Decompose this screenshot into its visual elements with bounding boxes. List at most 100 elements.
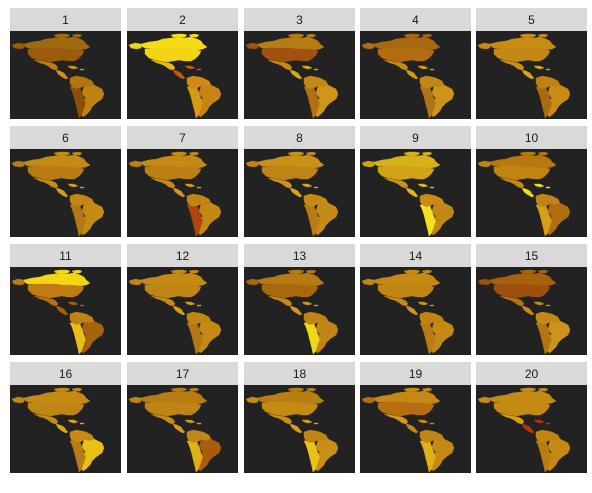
region-alaska xyxy=(129,397,141,403)
region-caribbean xyxy=(302,420,318,424)
region-caribbean xyxy=(534,184,550,188)
region-alaska xyxy=(246,397,258,403)
region-caribbean xyxy=(185,66,201,70)
region-arctic xyxy=(520,34,548,37)
region-central xyxy=(173,188,185,197)
panel-label: 17 xyxy=(127,362,238,385)
americas-map xyxy=(476,31,587,119)
map-plot-area xyxy=(127,149,238,237)
map-plot-area xyxy=(360,267,471,355)
region-arctic xyxy=(171,388,199,391)
map-plot-area xyxy=(127,385,238,473)
map-panel: 6 xyxy=(10,126,121,237)
region-central xyxy=(406,70,418,79)
americas-map xyxy=(10,31,121,119)
region-alaska xyxy=(12,43,24,49)
region-central xyxy=(290,70,302,79)
region-arctic xyxy=(520,388,548,391)
region-caribbean xyxy=(68,66,84,70)
map-plot-area xyxy=(244,149,355,237)
region-central xyxy=(522,70,534,79)
map-plot-area xyxy=(10,267,121,355)
americas-map xyxy=(476,267,587,355)
region-canada xyxy=(258,273,324,286)
map-panel: 14 xyxy=(360,244,471,355)
region-usa xyxy=(145,402,201,416)
map-plot-area xyxy=(10,31,121,119)
map-panel: 2 xyxy=(127,8,238,119)
region-caribbean xyxy=(418,184,434,188)
map-panel: 3 xyxy=(244,8,355,119)
region-alaska xyxy=(12,397,24,403)
region-usa xyxy=(262,48,318,62)
map-plot-area xyxy=(476,385,587,473)
region-caribbean xyxy=(418,420,434,424)
region-canada xyxy=(141,273,207,286)
map-panel: 20 xyxy=(476,362,587,473)
region-arctic xyxy=(54,34,82,37)
region-usa xyxy=(145,284,201,298)
americas-map xyxy=(476,385,587,473)
region-alaska xyxy=(362,279,374,285)
region-arctic xyxy=(520,270,548,273)
region-caribbean xyxy=(68,420,84,424)
panel-label: 11 xyxy=(10,244,121,267)
region-usa xyxy=(494,284,550,298)
region-caribbean xyxy=(302,66,318,70)
region-canada xyxy=(24,155,90,168)
map-plot-area xyxy=(10,385,121,473)
region-caribbean xyxy=(534,302,550,306)
region-arctic xyxy=(171,152,199,155)
region-caribbean xyxy=(185,302,201,306)
map-panel: 19 xyxy=(360,362,471,473)
map-panel: 15 xyxy=(476,244,587,355)
region-central xyxy=(290,306,302,315)
map-panel: 10 xyxy=(476,126,587,237)
americas-map xyxy=(127,31,238,119)
americas-map xyxy=(244,385,355,473)
region-alaska xyxy=(246,43,258,49)
region-canada xyxy=(141,391,207,404)
americas-map xyxy=(127,149,238,237)
region-canada xyxy=(374,391,440,404)
region-caribbean xyxy=(68,302,84,306)
region-canada xyxy=(258,155,324,168)
region-central xyxy=(406,188,418,197)
region-arctic xyxy=(404,152,432,155)
region-alaska xyxy=(362,43,374,49)
region-arctic xyxy=(288,152,316,155)
region-alaska xyxy=(362,397,374,403)
region-caribbean xyxy=(185,420,201,424)
region-usa xyxy=(28,284,84,298)
map-plot-area xyxy=(360,149,471,237)
region-arctic xyxy=(404,34,432,37)
region-caribbean xyxy=(534,420,550,424)
panel-label: 4 xyxy=(360,8,471,31)
region-canada xyxy=(141,155,207,168)
region-arctic xyxy=(54,388,82,391)
region-canada xyxy=(490,391,556,404)
region-central xyxy=(56,424,68,433)
region-usa xyxy=(145,166,201,180)
region-central xyxy=(56,306,68,315)
map-plot-area xyxy=(244,31,355,119)
panel-label: 16 xyxy=(10,362,121,385)
region-alaska xyxy=(129,279,141,285)
region-arctic xyxy=(288,270,316,273)
region-canada xyxy=(490,155,556,168)
panel-label: 20 xyxy=(476,362,587,385)
region-usa xyxy=(145,48,201,62)
map-panel: 16 xyxy=(10,362,121,473)
region-central xyxy=(173,70,185,79)
region-arctic xyxy=(54,152,82,155)
map-plot-area xyxy=(244,385,355,473)
map-panel: 11 xyxy=(10,244,121,355)
panel-label: 19 xyxy=(360,362,471,385)
region-alaska xyxy=(478,397,490,403)
region-central xyxy=(290,188,302,197)
americas-map xyxy=(10,267,121,355)
map-panel: 9 xyxy=(360,126,471,237)
panel-label: 9 xyxy=(360,126,471,149)
region-arctic xyxy=(404,388,432,391)
